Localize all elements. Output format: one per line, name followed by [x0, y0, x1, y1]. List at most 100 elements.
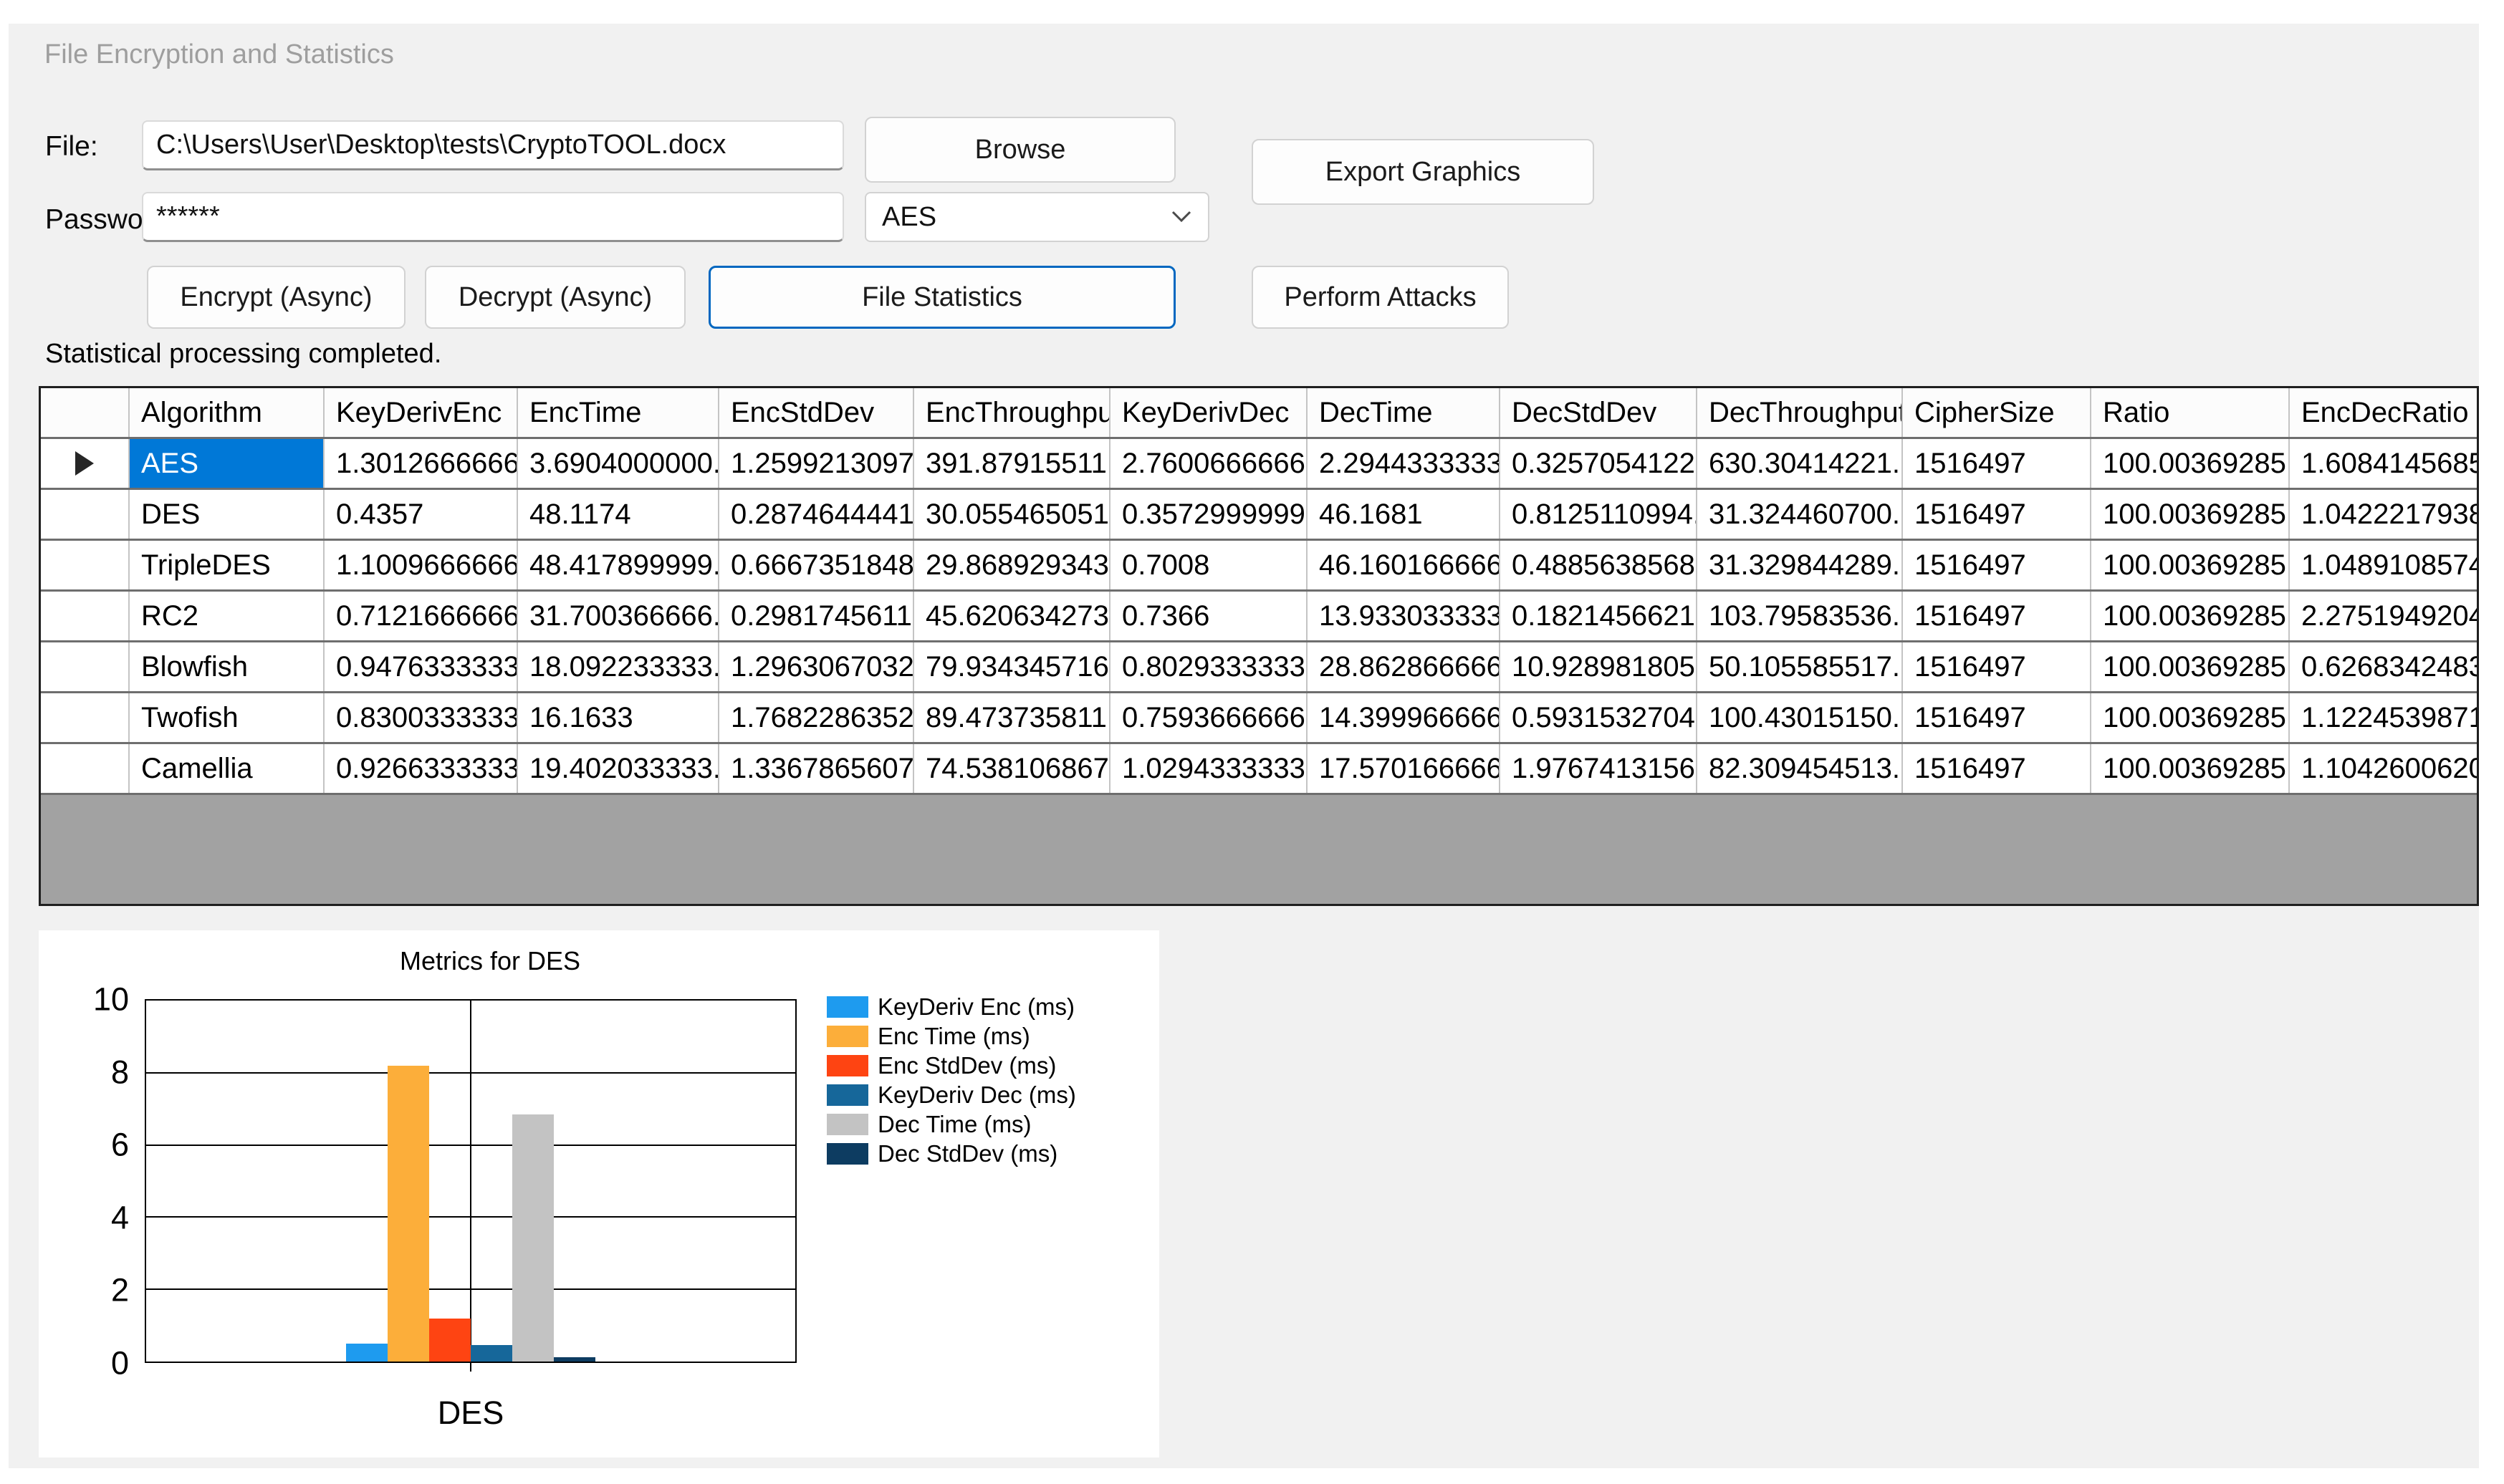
table-cell[interactable]: 0.9476333333... — [325, 642, 518, 691]
table-cell[interactable]: 48.1174 — [518, 490, 719, 539]
table-cell[interactable]: 10.928981805... — [1500, 642, 1697, 691]
table-cell[interactable]: 0.1821456621... — [1500, 592, 1697, 640]
table-cell[interactable]: 17.570166666... — [1308, 744, 1500, 793]
table-cell[interactable]: 1.7682286352... — [719, 693, 914, 742]
row-selector-cell[interactable] — [41, 744, 130, 793]
table-cell[interactable]: 1516497 — [1903, 744, 2091, 793]
table-cell[interactable]: 0.2981745611... — [719, 592, 914, 640]
table-cell[interactable]: 18.092233333... — [518, 642, 719, 691]
row-selector-cell[interactable] — [41, 541, 130, 589]
table-cell[interactable]: 100.00369285... — [2091, 744, 2290, 793]
table-cell[interactable]: 89.473735811... — [914, 693, 1111, 742]
table-cell[interactable]: 1.6084145685... — [2290, 439, 2477, 488]
perform-attacks-button[interactable]: Perform Attacks — [1252, 266, 1509, 329]
table-cell[interactable]: 0.4357 — [325, 490, 518, 539]
algorithm-cell[interactable]: Blowfish — [130, 642, 325, 691]
row-header-column[interactable] — [41, 388, 130, 437]
table-cell[interactable]: 0.7121666666... — [325, 592, 518, 640]
table-cell[interactable]: 1516497 — [1903, 642, 2091, 691]
table-cell[interactable]: 0.6268342483... — [2290, 642, 2477, 691]
table-cell[interactable]: 1.1224539871... — [2290, 693, 2477, 742]
table-cell[interactable]: 630.30414221... — [1697, 439, 1903, 488]
table-cell[interactable]: 45.620634273... — [914, 592, 1111, 640]
table-cell[interactable]: 100.00369285... — [2091, 541, 2290, 589]
column-header[interactable]: DecStdDev — [1500, 388, 1697, 437]
table-cell[interactable]: 1.2599213097... — [719, 439, 914, 488]
table-cell[interactable]: 31.700366666... — [518, 592, 719, 640]
table-cell[interactable]: 2.7600666666... — [1111, 439, 1308, 488]
table-cell[interactable]: 2.2944333333... — [1308, 439, 1500, 488]
table-cell[interactable]: 16.1633 — [518, 693, 719, 742]
table-cell[interactable]: 13.933033333... — [1308, 592, 1500, 640]
table-cell[interactable]: 0.5931532704... — [1500, 693, 1697, 742]
algorithm-cell[interactable]: TripleDES — [130, 541, 325, 589]
table-cell[interactable]: 79.934345716... — [914, 642, 1111, 691]
column-header[interactable]: Algorithm — [130, 388, 325, 437]
row-selector-cell[interactable] — [41, 439, 130, 488]
table-cell[interactable]: 28.862866666... — [1308, 642, 1500, 691]
table-cell[interactable]: 31.329844289... — [1697, 541, 1903, 589]
algorithm-cell[interactable]: RC2 — [130, 592, 325, 640]
table-cell[interactable]: 29.868929343... — [914, 541, 1111, 589]
table-cell[interactable]: 391.87915511... — [914, 439, 1111, 488]
algorithm-cell[interactable]: Twofish — [130, 693, 325, 742]
table-cell[interactable]: 100.00369285... — [2091, 642, 2290, 691]
browse-button[interactable]: Browse — [865, 117, 1176, 183]
table-cell[interactable]: 1.2963067032... — [719, 642, 914, 691]
algorithm-cell[interactable]: AES — [130, 439, 325, 488]
table-cell[interactable]: 1516497 — [1903, 490, 2091, 539]
table-cell[interactable]: 1516497 — [1903, 439, 2091, 488]
table-cell[interactable]: 0.2874644441... — [719, 490, 914, 539]
file-statistics-button[interactable]: File Statistics — [709, 266, 1176, 329]
table-cell[interactable]: 0.7366 — [1111, 592, 1308, 640]
table-cell[interactable]: 0.6667351848... — [719, 541, 914, 589]
password-input[interactable] — [142, 192, 844, 242]
table-cell[interactable]: 0.9266333333... — [325, 744, 518, 793]
file-path-input[interactable] — [142, 120, 844, 170]
table-cell[interactable]: 100.00369285... — [2091, 693, 2290, 742]
table-cell[interactable]: 0.7008 — [1111, 541, 1308, 589]
table-cell[interactable]: 103.79583536... — [1697, 592, 1903, 640]
table-cell[interactable]: 1.1042600620... — [2290, 744, 2477, 793]
table-cell[interactable]: 2.2751949204... — [2290, 592, 2477, 640]
table-cell[interactable]: 1.9767413156... — [1500, 744, 1697, 793]
table-cell[interactable]: 30.055465051... — [914, 490, 1111, 539]
table-cell[interactable]: 19.402033333... — [518, 744, 719, 793]
algorithm-cell[interactable]: Camellia — [130, 744, 325, 793]
table-cell[interactable]: 0.8029333333... — [1111, 642, 1308, 691]
row-selector-cell[interactable] — [41, 642, 130, 691]
table-cell[interactable]: 0.4885638568... — [1500, 541, 1697, 589]
table-cell[interactable]: 31.324460700... — [1697, 490, 1903, 539]
table-cell[interactable]: 1516497 — [1903, 693, 2091, 742]
table-cell[interactable]: 0.3572999999... — [1111, 490, 1308, 539]
table-cell[interactable]: 50.105585517... — [1697, 642, 1903, 691]
column-header[interactable]: CipherSize — [1903, 388, 2091, 437]
column-header[interactable]: EncThroughput — [914, 388, 1111, 437]
column-header[interactable]: EncTime — [518, 388, 719, 437]
table-cell[interactable]: 1.0422217938... — [2290, 490, 2477, 539]
table-cell[interactable]: 100.43015150... — [1697, 693, 1903, 742]
column-header[interactable]: Ratio — [2091, 388, 2290, 437]
table-cell[interactable]: 1.1009666666... — [325, 541, 518, 589]
export-graphics-button[interactable]: Export Graphics — [1252, 139, 1594, 205]
table-cell[interactable]: 82.309454513... — [1697, 744, 1903, 793]
row-selector-cell[interactable] — [41, 693, 130, 742]
table-cell[interactable]: 46.1681 — [1308, 490, 1500, 539]
column-header[interactable]: EncStdDev — [719, 388, 914, 437]
table-cell[interactable]: 3.6904000000... — [518, 439, 719, 488]
table-cell[interactable]: 48.417899999... — [518, 541, 719, 589]
algorithm-cell[interactable]: DES — [130, 490, 325, 539]
table-cell[interactable]: 100.00369285... — [2091, 439, 2290, 488]
decrypt-button[interactable]: Decrypt (Async) — [425, 266, 686, 329]
table-cell[interactable]: 100.00369285... — [2091, 592, 2290, 640]
table-cell[interactable]: 0.8125110994... — [1500, 490, 1697, 539]
table-cell[interactable]: 1516497 — [1903, 541, 2091, 589]
column-header[interactable]: KeyDerivEnc — [325, 388, 518, 437]
table-cell[interactable]: 0.8300333333... — [325, 693, 518, 742]
encrypt-button[interactable]: Encrypt (Async) — [147, 266, 406, 329]
table-cell[interactable]: 46.160166666... — [1308, 541, 1500, 589]
table-cell[interactable]: 1.0489108574... — [2290, 541, 2477, 589]
row-selector-cell[interactable] — [41, 592, 130, 640]
column-header[interactable]: EncDecRatio — [2290, 388, 2477, 437]
table-cell[interactable]: 1.0294333333... — [1111, 744, 1308, 793]
